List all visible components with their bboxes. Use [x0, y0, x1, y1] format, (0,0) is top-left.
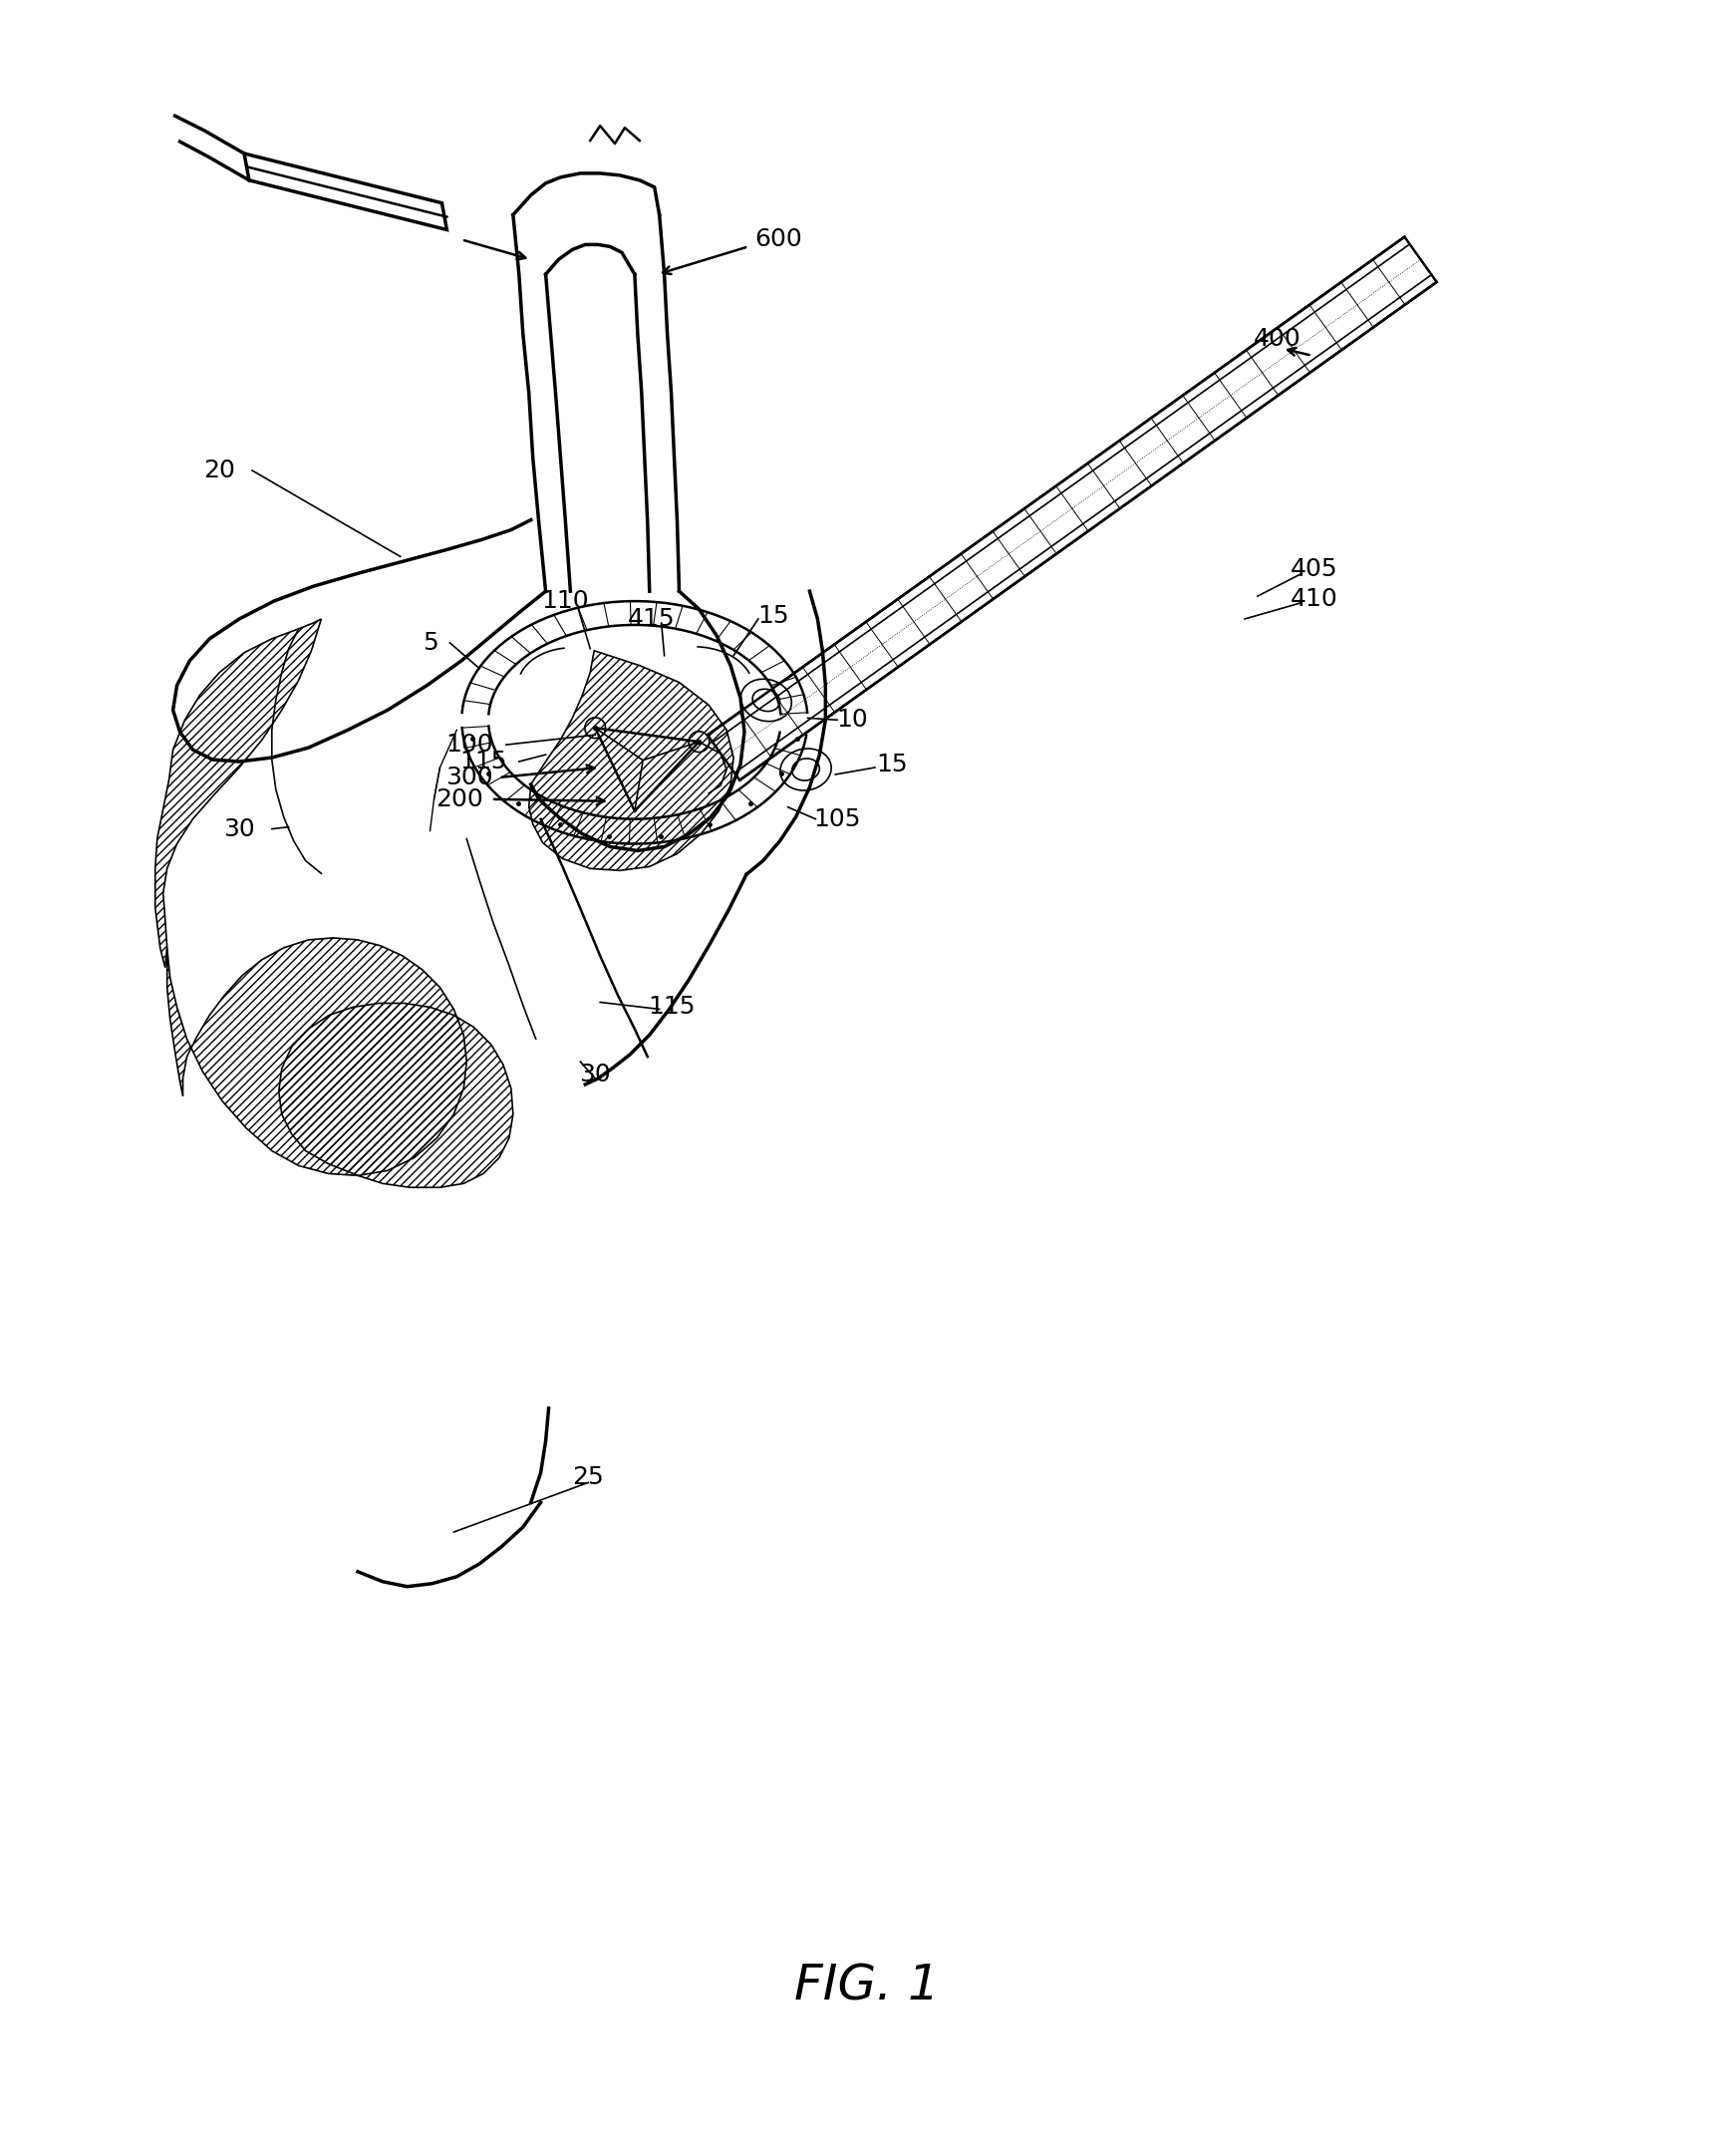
Text: 5: 5 [421, 632, 438, 655]
Text: 200: 200 [435, 787, 484, 811]
Text: 405: 405 [1289, 558, 1336, 582]
Text: 15: 15 [757, 604, 789, 627]
Ellipse shape [752, 690, 780, 711]
Text: 415: 415 [627, 608, 674, 632]
Text: 115: 115 [646, 996, 695, 1020]
Text: 115: 115 [459, 750, 506, 774]
Text: 400: 400 [1253, 328, 1300, 351]
Text: FIG. 1: FIG. 1 [794, 1962, 939, 2009]
Text: 100: 100 [445, 733, 492, 757]
Text: 300: 300 [445, 765, 492, 789]
Text: 410: 410 [1289, 586, 1336, 610]
Text: 600: 600 [754, 229, 801, 252]
Ellipse shape [740, 679, 790, 722]
Polygon shape [244, 153, 447, 231]
Text: 10: 10 [835, 707, 868, 731]
Text: 20: 20 [203, 459, 236, 483]
Ellipse shape [792, 759, 820, 780]
Text: 25: 25 [572, 1466, 603, 1490]
Text: 15: 15 [875, 752, 906, 776]
Text: 30: 30 [224, 817, 255, 841]
Polygon shape [707, 237, 1437, 780]
Text: 105: 105 [813, 806, 861, 830]
Text: 110: 110 [541, 589, 589, 612]
Text: 30: 30 [579, 1063, 610, 1087]
Ellipse shape [780, 748, 830, 791]
